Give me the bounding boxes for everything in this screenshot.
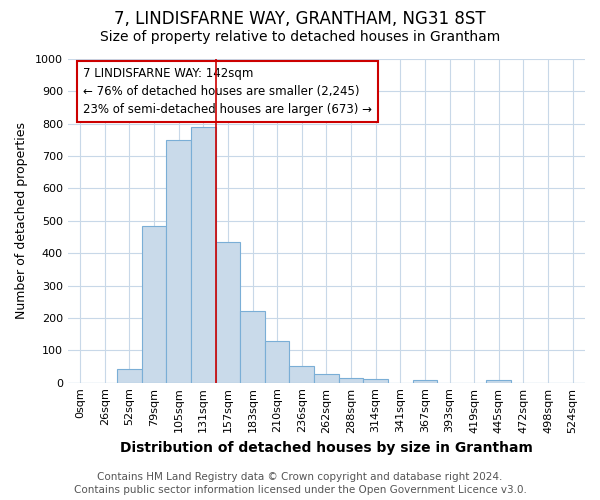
- Bar: [413, 380, 437, 382]
- Bar: [117, 369, 142, 382]
- Text: 7, LINDISFARNE WAY, GRANTHAM, NG31 8ST: 7, LINDISFARNE WAY, GRANTHAM, NG31 8ST: [114, 10, 486, 28]
- Bar: [240, 312, 265, 382]
- Bar: [289, 366, 314, 382]
- Bar: [191, 127, 215, 382]
- Text: Contains HM Land Registry data © Crown copyright and database right 2024.
Contai: Contains HM Land Registry data © Crown c…: [74, 472, 526, 495]
- Bar: [364, 380, 388, 382]
- X-axis label: Distribution of detached houses by size in Grantham: Distribution of detached houses by size …: [120, 441, 533, 455]
- Text: 7 LINDISFARNE WAY: 142sqm
← 76% of detached houses are smaller (2,245)
23% of se: 7 LINDISFARNE WAY: 142sqm ← 76% of detac…: [83, 67, 373, 116]
- Bar: [487, 380, 511, 382]
- Bar: [142, 226, 166, 382]
- Bar: [265, 341, 289, 382]
- Text: Size of property relative to detached houses in Grantham: Size of property relative to detached ho…: [100, 30, 500, 44]
- Y-axis label: Number of detached properties: Number of detached properties: [15, 122, 28, 320]
- Bar: [339, 378, 364, 382]
- Bar: [314, 374, 339, 382]
- Bar: [215, 242, 240, 382]
- Bar: [166, 140, 191, 382]
